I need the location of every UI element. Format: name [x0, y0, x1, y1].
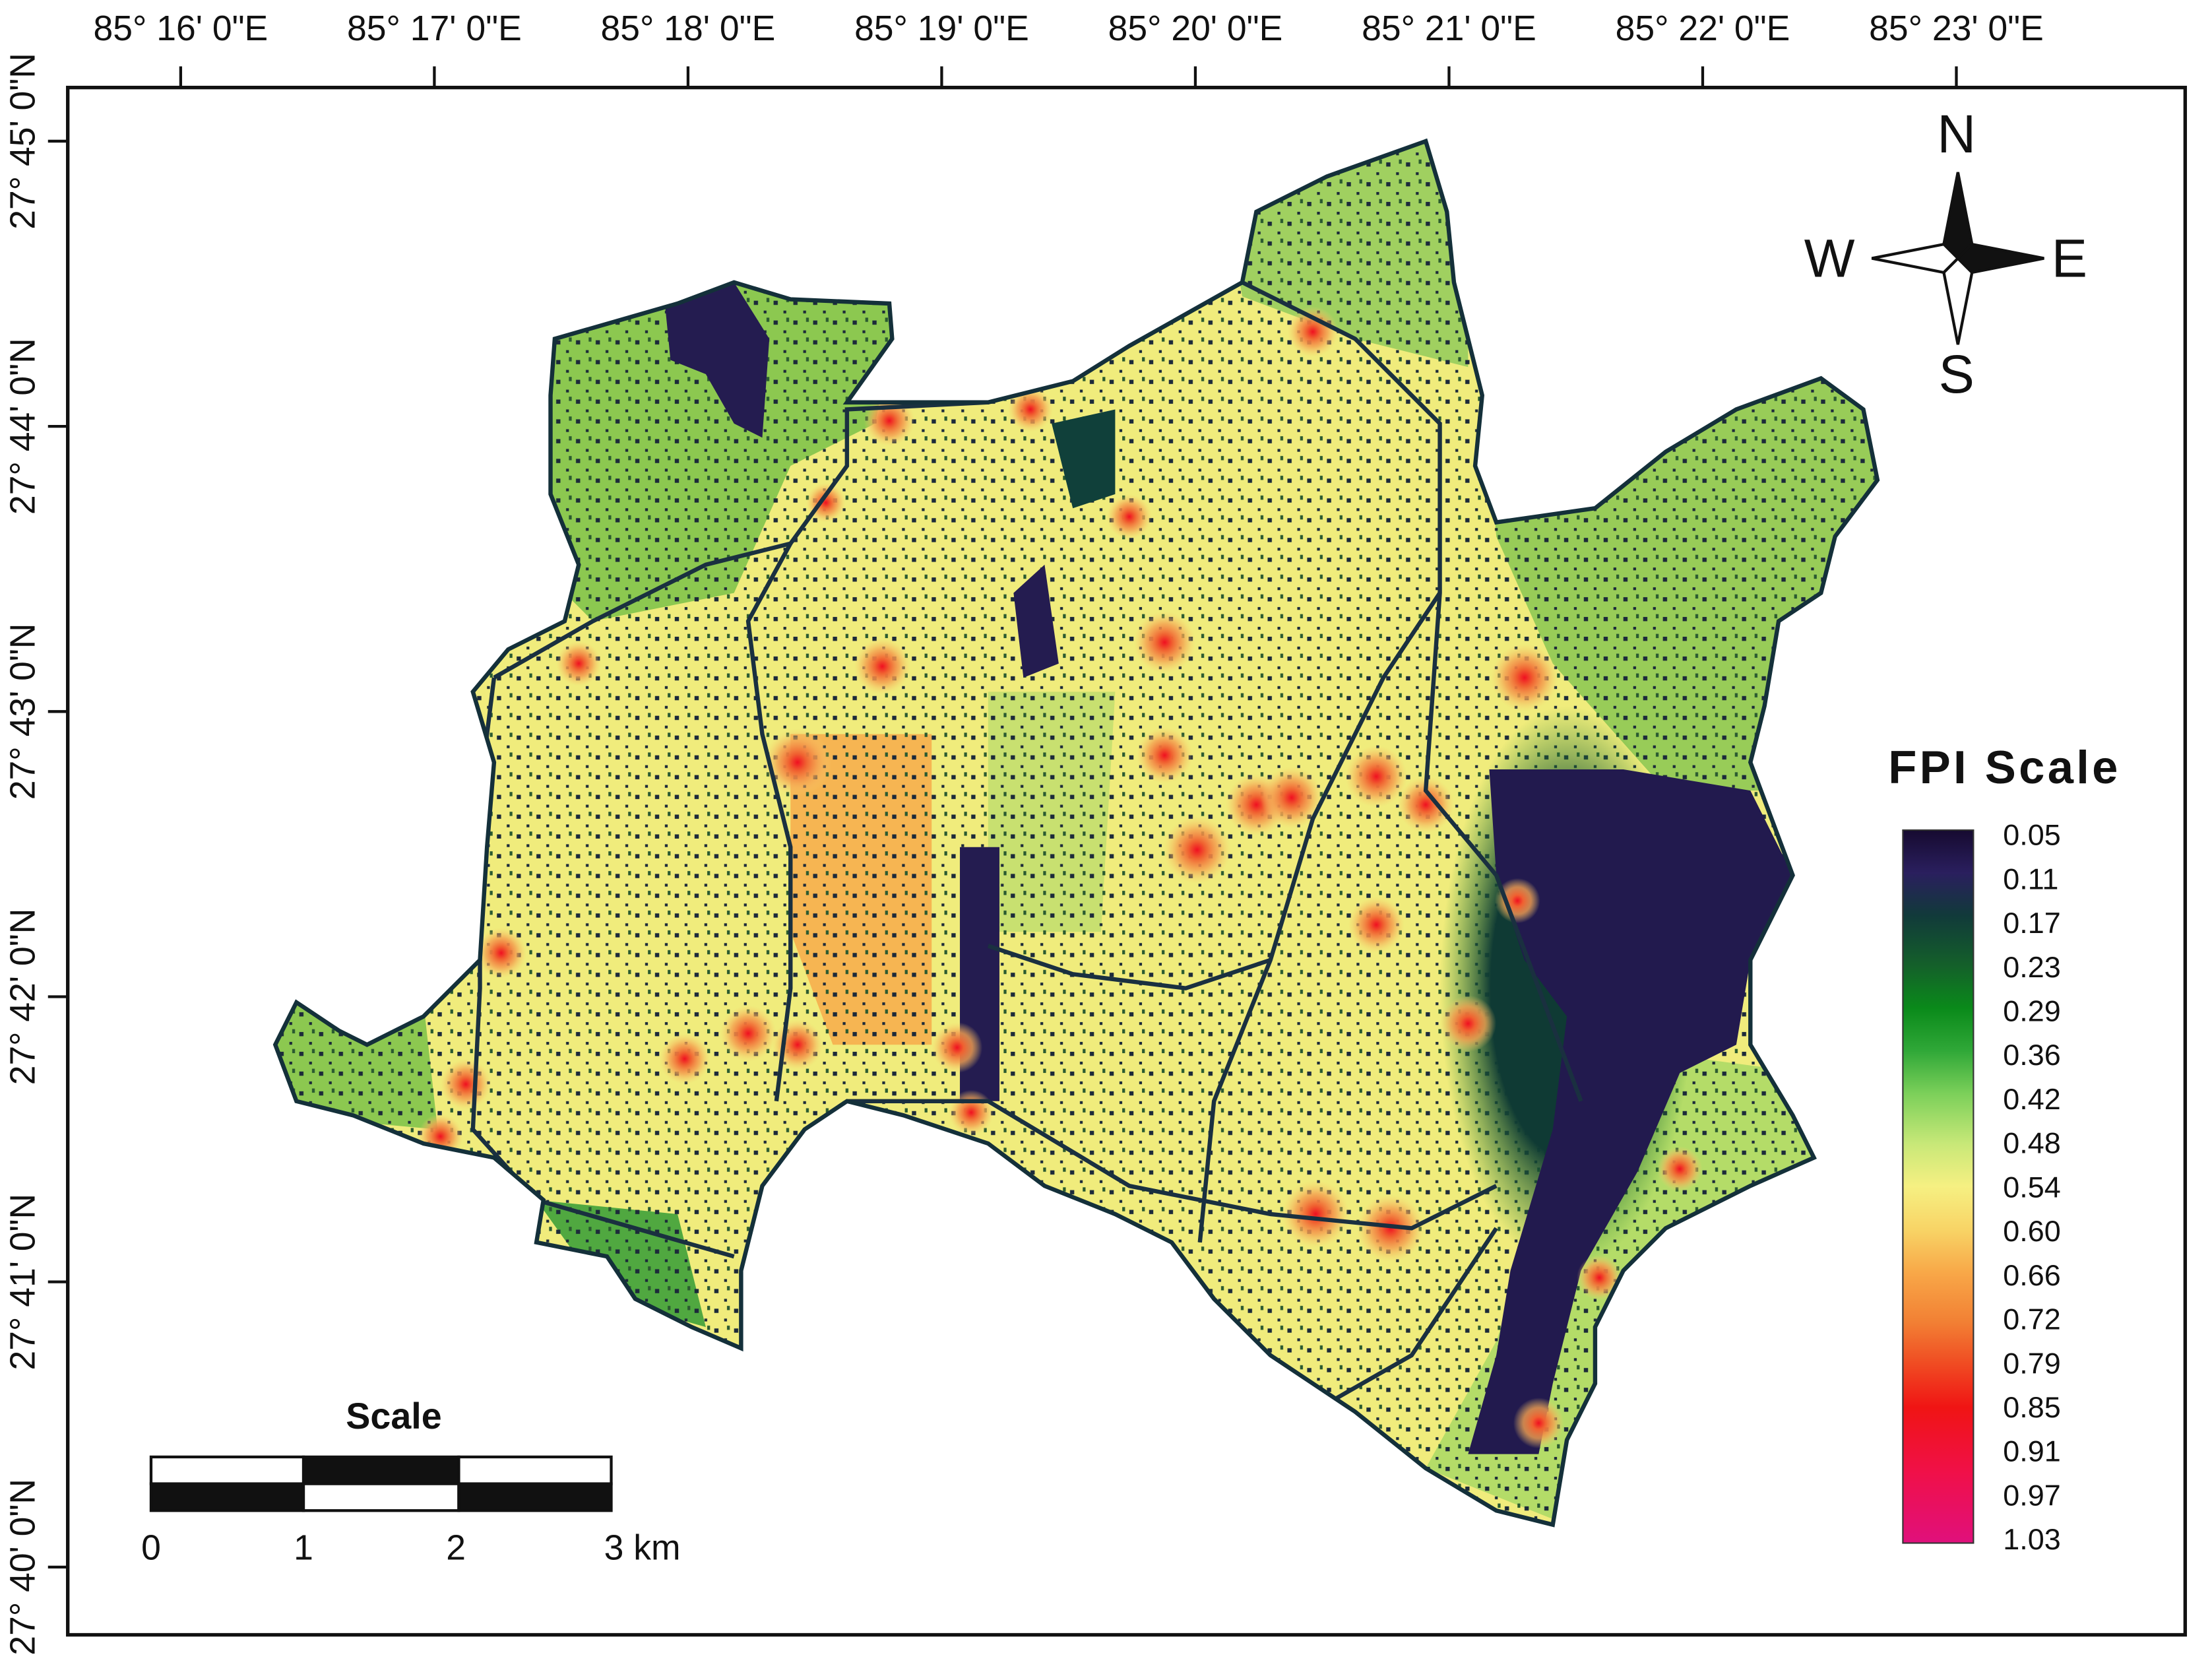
- compass-north: N: [1937, 104, 1976, 164]
- latitude-label: 27° 45' 0"N: [4, 53, 43, 230]
- longitude-label: 85° 18' 0"E: [601, 9, 776, 48]
- longitude-label: 85° 16' 0"E: [94, 9, 269, 48]
- legend-label: 0.48: [2003, 1126, 2060, 1160]
- low-zone: [1013, 564, 1059, 678]
- scale-bar-title: Scale: [346, 1396, 441, 1437]
- longitude-label: 85° 23' 0"E: [1869, 9, 2044, 48]
- graticule: 85° 16' 0"E 85° 17' 0"E 85° 18' 0"E 85° 19'…: [4, 9, 2044, 1655]
- legend-label: 0.85: [2003, 1390, 2060, 1424]
- legend-label: 0.11: [2003, 862, 2058, 895]
- scale-bar-label: 2: [446, 1528, 466, 1567]
- longitude-label: 85° 20' 0"E: [1108, 9, 1283, 48]
- latitude-label: 27° 44' 0"N: [4, 338, 43, 515]
- longitude-label: 85° 19' 0"E: [854, 9, 1029, 48]
- compass-east: E: [2052, 228, 2087, 288]
- legend-label: 0.60: [2003, 1214, 2060, 1248]
- hotspots: [418, 306, 1703, 1449]
- legend-label: 0.05: [2003, 818, 2060, 852]
- legend-label: 0.54: [2003, 1170, 2060, 1204]
- compass-west: W: [1804, 228, 1855, 288]
- latitude-label: 27° 41' 0"N: [4, 1194, 43, 1371]
- scale-bar: Scale 0 1 2 3 km: [141, 1396, 680, 1567]
- low-zone: [1052, 409, 1116, 509]
- legend-title: FPI Scale: [1888, 741, 2120, 793]
- legend-label: 0.66: [2003, 1258, 2060, 1292]
- low-zone: [1468, 769, 1793, 1454]
- latitude-label: 27° 43' 0"N: [4, 623, 43, 800]
- compass-south: S: [1939, 344, 1975, 404]
- longitude-label: 85° 22' 0"E: [1616, 9, 1790, 48]
- legend-label: 0.17: [2003, 906, 2060, 940]
- legend-label: 0.23: [2003, 950, 2060, 984]
- legend-label: 0.91: [2003, 1435, 2060, 1468]
- north-arrow: N W E S: [1804, 104, 2087, 404]
- low-zone: [663, 282, 770, 438]
- legend-label: 1.03: [2003, 1522, 2060, 1556]
- legend: FPI Scale 0.05 0.11 0.17 0.23 0.29 0.36 0.42 0.…: [1888, 741, 2120, 1556]
- legend-label: 0.29: [2003, 994, 2060, 1027]
- scale-bar-label: 0: [141, 1528, 161, 1567]
- legend-label: 0.42: [2003, 1082, 2060, 1116]
- scale-bar-label: 3 km: [604, 1528, 681, 1567]
- legend-label: 0.97: [2003, 1478, 2060, 1512]
- longitude-label: 85° 21' 0"E: [1362, 9, 1536, 48]
- legend-label: 0.36: [2003, 1038, 2060, 1072]
- legend-label: 0.79: [2003, 1346, 2060, 1380]
- legend-label: 0.72: [2003, 1303, 2060, 1336]
- legend-colorbar: [1902, 829, 1975, 1544]
- scale-bar-label: 1: [294, 1528, 313, 1567]
- roads: [470, 280, 1583, 1414]
- latitude-label: 27° 40' 0"N: [4, 1479, 43, 1656]
- longitude-label: 85° 17' 0"E: [347, 9, 522, 48]
- latitude-label: 27° 42' 0"N: [4, 909, 43, 1085]
